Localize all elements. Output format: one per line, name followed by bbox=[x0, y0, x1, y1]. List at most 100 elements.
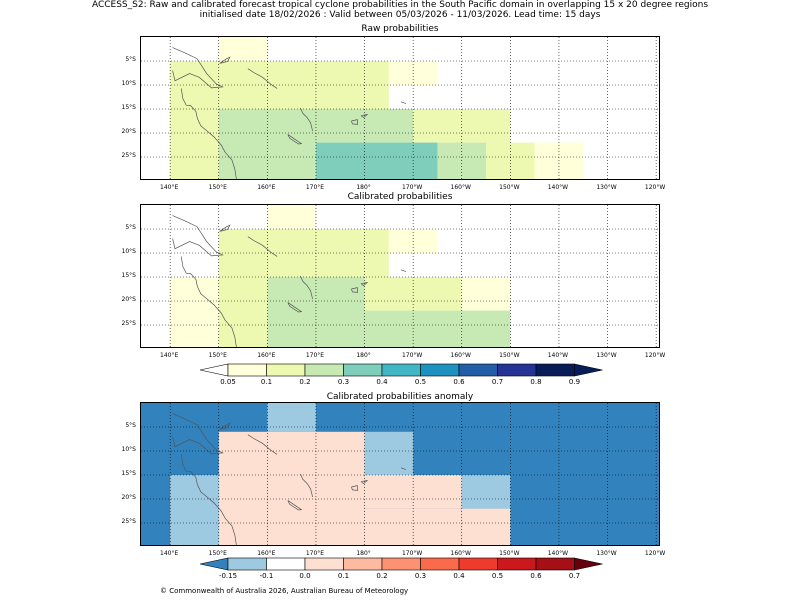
probability-region-1 bbox=[267, 403, 316, 432]
colorbar-segment bbox=[266, 557, 306, 571]
colorbar-segment bbox=[535, 363, 575, 377]
lat-tick-label: 10°S bbox=[121, 80, 136, 87]
coastline-0 bbox=[172, 413, 224, 455]
lon-tick-label: 140°W bbox=[547, 352, 569, 359]
colorbar-tick-label: 0.2 bbox=[376, 572, 388, 580]
copyright-footer: © Commonwealth of Australia 2026, Austra… bbox=[160, 587, 409, 595]
probability-region-6 bbox=[267, 475, 365, 545]
colorbar-tick-label: 0.3 bbox=[414, 572, 427, 580]
colorbar-tick-label: 0.7 bbox=[568, 572, 581, 580]
colorbar-segment bbox=[420, 363, 460, 377]
lat-tick-label: 20°S bbox=[121, 494, 136, 501]
lat-tick-label: 15°S bbox=[121, 470, 136, 477]
colorbar-over-arrow bbox=[574, 363, 603, 377]
colorbar-tick-label: 0.3 bbox=[337, 378, 350, 386]
colorbar-tick-label: 0.9 bbox=[568, 378, 581, 386]
lon-tick-label: 170°E bbox=[305, 184, 325, 191]
lon-tick-label: 140°E bbox=[160, 352, 179, 359]
lat-tick-label: 5°S bbox=[125, 422, 136, 429]
lon-tick-label: 160°E bbox=[257, 550, 276, 557]
colorbar-segment bbox=[304, 557, 344, 571]
colorbar-tick-label: 0.8 bbox=[530, 378, 542, 386]
coastline-4 bbox=[300, 473, 313, 498]
coastline-8 bbox=[400, 101, 407, 105]
colorbar-tick-label: 0.5 bbox=[414, 378, 427, 386]
lon-tick-label: 170°E bbox=[305, 550, 325, 557]
coastline-5 bbox=[287, 302, 303, 313]
coastline-5 bbox=[287, 500, 303, 511]
coastline-6 bbox=[351, 119, 359, 125]
lon-tick-label: 180° bbox=[356, 184, 371, 191]
colorbar-segment bbox=[266, 363, 306, 377]
probability-region-2 bbox=[218, 431, 365, 475]
colorbar-tick-label: 0.4 bbox=[453, 572, 465, 580]
lon-tick-label: 150°E bbox=[208, 184, 227, 191]
lon-tick-label: 130°W bbox=[596, 184, 617, 191]
lon-tick-label: 160°W bbox=[450, 550, 471, 557]
panel-title-calibrated: Calibrated probabilities bbox=[347, 192, 453, 202]
map-calibrated-svg bbox=[141, 205, 659, 347]
lon-tick-label: 130°W bbox=[596, 550, 617, 557]
colorbar-tick-label: -0.1 bbox=[259, 572, 274, 580]
coastline-3 bbox=[247, 236, 278, 257]
lat-tick-label: 25°S bbox=[121, 320, 136, 327]
probability-region-7 bbox=[461, 277, 511, 311]
coastline-6 bbox=[351, 287, 359, 293]
map-raw-svg bbox=[141, 37, 659, 179]
probability-region-5 bbox=[267, 277, 365, 347]
lon-tick-label: 170°W bbox=[401, 352, 423, 359]
lon-tick-label: 180° bbox=[356, 352, 371, 359]
coastline-0 bbox=[172, 47, 224, 89]
coastline-4 bbox=[300, 275, 313, 300]
coastline-2 bbox=[219, 224, 231, 232]
map-calibrated bbox=[140, 204, 660, 348]
colorbar-tick-label: 0.1 bbox=[337, 572, 350, 580]
probability-region-0 bbox=[267, 205, 316, 229]
lon-tick-label: 150°E bbox=[208, 550, 227, 557]
probability-region-7 bbox=[364, 475, 462, 509]
anomaly-colorbar bbox=[199, 557, 603, 571]
map-anomaly-svg bbox=[141, 403, 659, 545]
lat-tick-label: 20°S bbox=[121, 296, 136, 303]
colorbar-segment bbox=[304, 363, 344, 377]
colorbar-segment bbox=[343, 363, 383, 377]
colorbar-tick-label: 0.4 bbox=[376, 378, 388, 386]
colorbar-tick-label: 0.6 bbox=[453, 378, 465, 386]
lon-tick-label: 180° bbox=[356, 550, 371, 557]
colorbar-tick-label: 0.0 bbox=[299, 572, 311, 580]
probability-region-3 bbox=[364, 431, 414, 475]
probability-region-4 bbox=[218, 277, 268, 347]
colorbar-tick-label: -0.15 bbox=[218, 572, 238, 580]
coastline-2 bbox=[219, 56, 231, 64]
coastline-1 bbox=[180, 88, 237, 179]
probability-region-7 bbox=[315, 142, 438, 179]
colorbar-segment bbox=[497, 363, 537, 377]
lon-tick-label: 160°E bbox=[257, 184, 276, 191]
colorbar-segment bbox=[227, 557, 267, 571]
lat-tick-label: 25°S bbox=[121, 152, 136, 159]
lon-tick-label: 130°W bbox=[596, 352, 617, 359]
probability-region-9 bbox=[461, 475, 511, 509]
panel-title-raw: Raw probabilities bbox=[361, 24, 439, 34]
coastline-8 bbox=[400, 467, 407, 471]
coastline-1 bbox=[180, 256, 237, 347]
map-anomaly bbox=[140, 402, 660, 546]
lon-tick-label: 160°W bbox=[450, 184, 471, 191]
probability-region-10 bbox=[461, 508, 511, 545]
colorbar-segment bbox=[420, 557, 460, 571]
lat-tick-label: 25°S bbox=[121, 518, 136, 525]
lat-tick-label: 15°S bbox=[121, 104, 136, 111]
coastline-0 bbox=[172, 215, 224, 257]
colorbar-segment bbox=[497, 557, 537, 571]
probability-colorbar bbox=[199, 363, 603, 377]
lon-tick-label: 150°W bbox=[499, 550, 520, 557]
probability-region-6 bbox=[413, 109, 511, 143]
lon-tick-label: 120°W bbox=[644, 184, 666, 191]
lat-tick-label: 5°S bbox=[125, 56, 136, 63]
lon-tick-label: 120°W bbox=[644, 352, 666, 359]
colorbar-segment bbox=[381, 363, 421, 377]
probability-region-4 bbox=[170, 475, 219, 545]
lon-tick-label: 120°W bbox=[644, 550, 666, 557]
panel-title-anomaly: Calibrated probabilities anomaly bbox=[326, 392, 474, 402]
lon-tick-label: 150°W bbox=[499, 184, 520, 191]
